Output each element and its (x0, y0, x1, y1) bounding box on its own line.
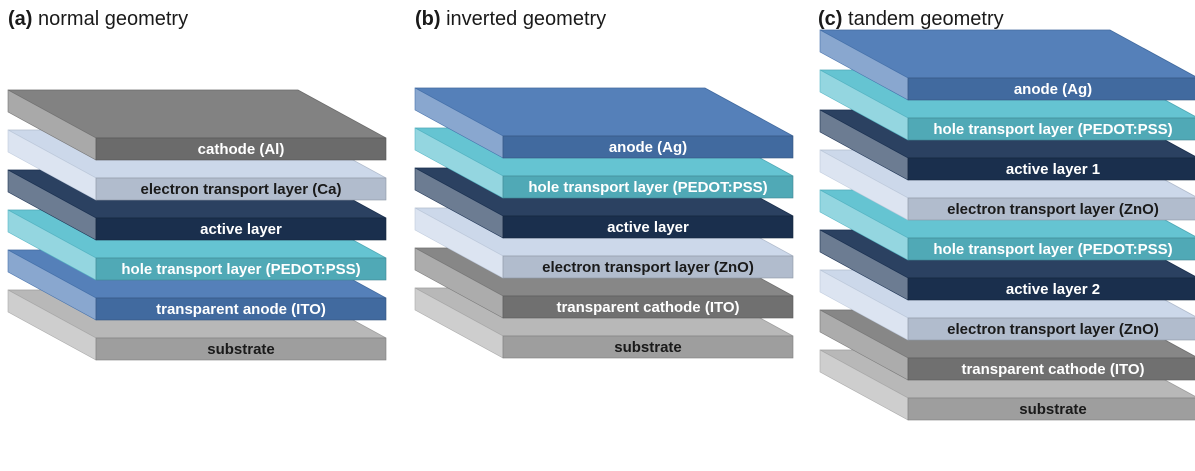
layer-label: active layer 1 (1006, 161, 1100, 178)
layer-front-face (95, 177, 387, 201)
layer-label: transparent cathode (ITO) (556, 299, 739, 316)
layer-label: active layer (200, 221, 282, 238)
layer-label: active layer 2 (1006, 281, 1100, 298)
panel-title-text: inverted geometry (441, 8, 607, 30)
panel-title: (c) tandem geometry (818, 8, 1004, 30)
layer-label: anode (Ag) (609, 139, 687, 156)
layer-label: transparent cathode (ITO) (961, 361, 1144, 378)
panel-inverted-geometry: (b) inverted geometry substrate transparen… (414, 8, 794, 359)
layer-label: hole transport layer (PEDOT:PSS) (933, 241, 1172, 258)
layer-label: transparent anode (ITO) (156, 301, 326, 318)
layer-front-face (95, 257, 387, 281)
layer-front-face (502, 255, 794, 279)
layer-front-face (95, 337, 387, 361)
layer-label: electron transport layer (ZnO) (542, 259, 754, 276)
panel-letter: (b) (415, 8, 441, 30)
layer-label: hole transport layer (PEDOT:PSS) (121, 261, 360, 278)
panel-title-text: tandem geometry (842, 8, 1003, 30)
layer-front-face (502, 215, 794, 239)
layer-front-face (907, 357, 1195, 381)
layer-front-face (907, 277, 1195, 301)
layer-label: substrate (1019, 401, 1087, 418)
layer-front-face (502, 335, 794, 359)
layer-front-face (907, 237, 1195, 261)
layer-label: active layer (607, 219, 689, 236)
layer-anode-ag: anode (Ag) (819, 29, 1195, 101)
layer-label: hole transport layer (PEDOT:PSS) (528, 179, 767, 196)
layer-anode-ag: anode (Ag) (414, 87, 794, 159)
panel-title: (b) inverted geometry (415, 8, 606, 30)
panel-normal-geometry: (a) normal geometry substrate transparent … (7, 8, 387, 361)
layer-front-face (907, 397, 1195, 421)
layer-front-face (907, 117, 1195, 141)
layer-front-face (502, 135, 794, 159)
layer-front-face (907, 157, 1195, 181)
layer-front-face (907, 197, 1195, 221)
panel-title: (a) normal geometry (8, 8, 188, 30)
layer-label: electron transport layer (Ca) (141, 181, 342, 198)
panel-letter: (c) (818, 8, 842, 30)
panel-title-text: normal geometry (32, 8, 188, 30)
layer-label: anode (Ag) (1014, 81, 1092, 98)
layer-front-face (502, 175, 794, 199)
layer-cathode-al: cathode (Al) (7, 89, 387, 161)
layer-front-face (95, 297, 387, 321)
layer-label: hole transport layer (PEDOT:PSS) (933, 121, 1172, 138)
layer-front-face (907, 317, 1195, 341)
panel-letter: (a) (8, 8, 32, 30)
layer-front-face (907, 77, 1195, 101)
layer-label: substrate (614, 339, 682, 356)
layer-label: substrate (207, 341, 275, 358)
panel-tandem-geometry: (c) tandem geometry substrate transparent … (818, 8, 1195, 421)
layer-label: cathode (Al) (198, 141, 285, 158)
layer-front-face (502, 295, 794, 319)
layer-front-face (95, 217, 387, 241)
layer-label: electron transport layer (ZnO) (947, 321, 1159, 338)
layer-label: electron transport layer (ZnO) (947, 201, 1159, 218)
layer-front-face (95, 137, 387, 161)
